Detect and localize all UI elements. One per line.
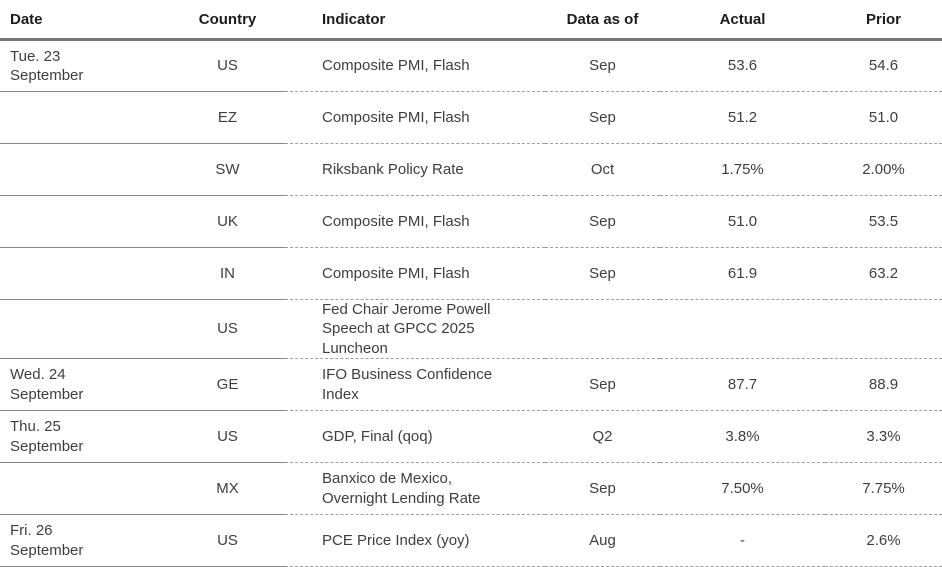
table-row: Thu. 25 September US GDP, Final (qoq) Q2…	[0, 410, 942, 463]
prior-cell: 54.6	[825, 39, 942, 92]
actual-cell: 51.0	[660, 195, 825, 248]
country-cell: EZ	[170, 91, 285, 144]
indicator-cell: Composite PMI, Flash	[285, 91, 545, 144]
indicator-cell: Composite PMI, Flash	[285, 247, 545, 300]
indicator-cell: Composite PMI, Flash	[285, 39, 545, 92]
date-cell: Fri. 26 September	[0, 514, 170, 567]
prior-cell	[825, 299, 942, 359]
table-row: US Fed Chair Jerome Powell Speech at GPC…	[0, 299, 942, 359]
country-cell: US	[170, 39, 285, 92]
data-as-of-cell: Q2	[545, 410, 660, 463]
table-row: SW Riksbank Policy Rate Oct 1.75% 2.00%	[0, 143, 942, 196]
column-header-data-as-of: Data as of	[545, 0, 660, 41]
actual-cell: 3.8%	[660, 410, 825, 463]
column-header-indicator: Indicator	[285, 0, 545, 41]
table-row: EZ Composite PMI, Flash Sep 51.2 51.0	[0, 91, 942, 144]
column-header-actual: Actual	[660, 0, 825, 41]
country-cell: US	[170, 410, 285, 463]
indicator-cell: Banxico de Mexico, Overnight Lending Rat…	[285, 462, 545, 515]
country-cell: UK	[170, 195, 285, 248]
column-header-prior: Prior	[825, 0, 942, 41]
actual-cell: 87.7	[660, 358, 825, 411]
indicator-cell: GDP, Final (qoq)	[285, 410, 545, 463]
date-cell: Thu. 25 September	[0, 410, 170, 463]
table-row: Wed. 24 September GE IFO Business Confid…	[0, 358, 942, 411]
actual-cell	[660, 299, 825, 359]
actual-cell: -	[660, 514, 825, 567]
data-as-of-cell: Sep	[545, 462, 660, 515]
country-cell: US	[170, 514, 285, 567]
data-as-of-cell	[545, 299, 660, 359]
data-as-of-cell: Sep	[545, 39, 660, 92]
date-cell: Wed. 24 September	[0, 358, 170, 411]
prior-cell: 7.75%	[825, 462, 942, 515]
date-cell	[0, 143, 170, 196]
table-row: Fri. 26 September US PCE Price Index (yo…	[0, 514, 942, 567]
prior-cell: 88.9	[825, 358, 942, 411]
table-row: UK Composite PMI, Flash Sep 51.0 53.5	[0, 195, 942, 248]
data-as-of-cell: Sep	[545, 195, 660, 248]
prior-cell: 63.2	[825, 247, 942, 300]
actual-cell: 61.9	[660, 247, 825, 300]
prior-cell: 53.5	[825, 195, 942, 248]
data-as-of-cell: Sep	[545, 91, 660, 144]
indicator-cell: Riksbank Policy Rate	[285, 143, 545, 196]
actual-cell: 51.2	[660, 91, 825, 144]
date-cell	[0, 195, 170, 248]
data-as-of-cell: Oct	[545, 143, 660, 196]
header-row: Date Country Indicator Data as of Actual…	[0, 0, 942, 41]
data-as-of-cell: Sep	[545, 247, 660, 300]
table-row: MX Banxico de Mexico, Overnight Lending …	[0, 462, 942, 515]
date-cell	[0, 247, 170, 300]
indicator-cell: IFO Business Confidence Index	[285, 358, 545, 411]
data-as-of-cell: Aug	[545, 514, 660, 567]
table-row: Tue. 23 September US Composite PMI, Flas…	[0, 39, 942, 92]
country-cell: IN	[170, 247, 285, 300]
country-cell: MX	[170, 462, 285, 515]
prior-cell: 2.00%	[825, 143, 942, 196]
indicator-cell: PCE Price Index (yoy)	[285, 514, 545, 567]
date-cell	[0, 462, 170, 515]
date-cell	[0, 299, 170, 359]
country-cell: GE	[170, 358, 285, 411]
data-as-of-cell: Sep	[545, 358, 660, 411]
date-cell: Tue. 23 September	[0, 39, 170, 92]
column-header-date: Date	[0, 0, 170, 41]
indicator-cell: Fed Chair Jerome Powell Speech at GPCC 2…	[285, 299, 545, 359]
date-cell	[0, 91, 170, 144]
actual-cell: 53.6	[660, 39, 825, 92]
prior-cell: 3.3%	[825, 410, 942, 463]
actual-cell: 1.75%	[660, 143, 825, 196]
country-cell: SW	[170, 143, 285, 196]
country-cell: US	[170, 299, 285, 359]
indicator-cell: Composite PMI, Flash	[285, 195, 545, 248]
column-header-country: Country	[170, 0, 285, 41]
actual-cell: 7.50%	[660, 462, 825, 515]
table-row: IN Composite PMI, Flash Sep 61.9 63.2	[0, 247, 942, 300]
prior-cell: 51.0	[825, 91, 942, 144]
prior-cell: 2.6%	[825, 514, 942, 567]
